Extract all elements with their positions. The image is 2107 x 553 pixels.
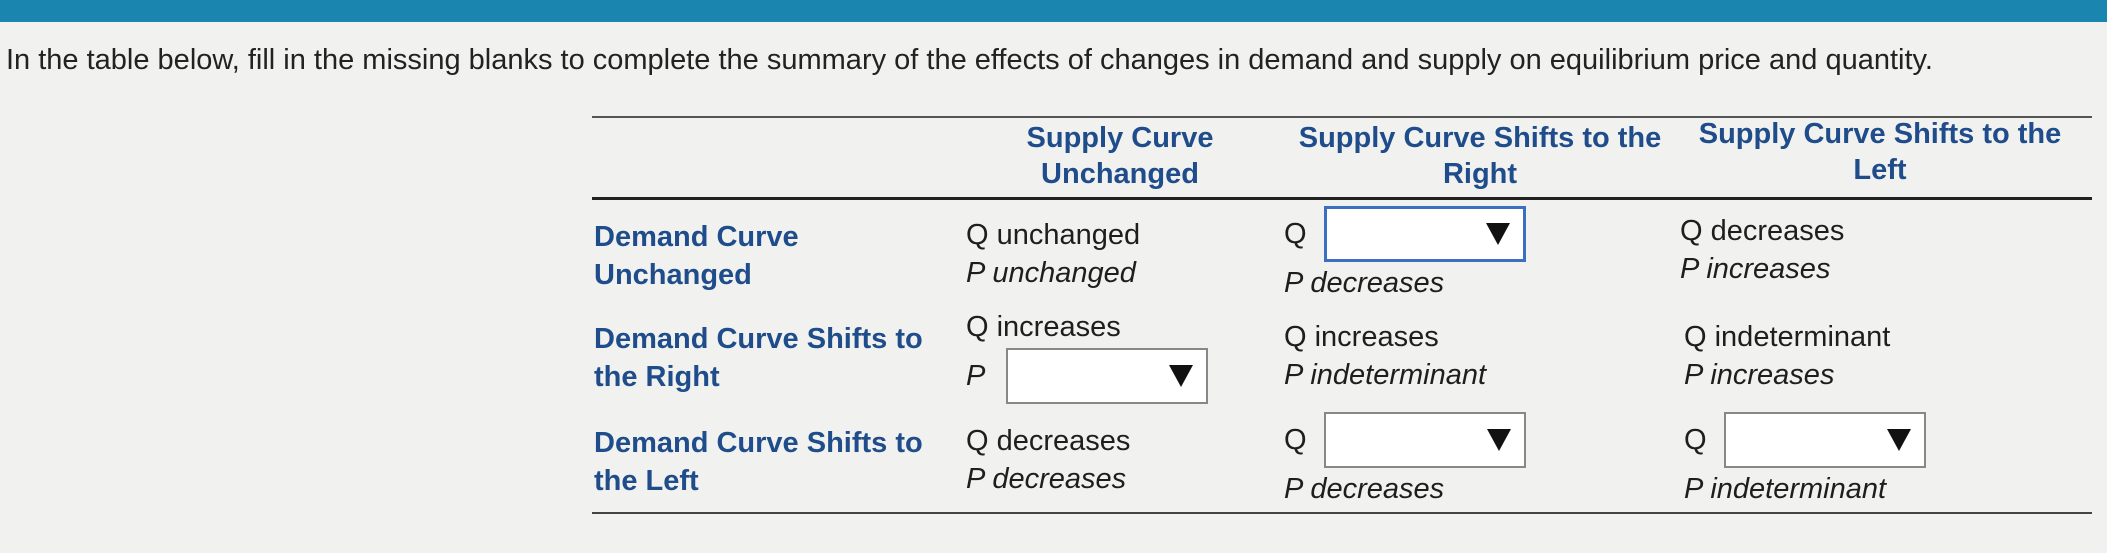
cell-dl-sr-price: P decreases [1284,470,1444,508]
price-label: P [966,359,986,392]
caret-down-icon [1884,425,1914,455]
row-header-line: Demand Curve [594,221,799,253]
row-header-line: Demand Curve Shifts to [594,323,923,355]
column-header-line: Right [1442,158,1518,190]
quantity-text: Q increases [966,311,1121,343]
row-header-line: Unchanged [594,259,752,291]
column-header-line: Left [1853,154,1907,186]
price-text: P decreases [1284,473,1445,505]
instruction-text: In the table below, fill in the missing … [6,44,1933,76]
caret-down-icon [1483,219,1513,249]
price-text: P indeterminant [1284,359,1487,391]
row-header-demand-left: Demand Curve Shifts to the Left [594,424,954,500]
row-header-line: the Left [594,465,699,497]
column-header-supply-left: Supply Curve Shifts to the Left [1680,116,2080,188]
caret-down-icon [1166,361,1196,391]
price-text: P decreases [966,463,1127,495]
cell-dl-su: Q decreases P decreases [966,422,1130,498]
cell-du-sr-quantity: Q [1284,206,1526,262]
quantity-text: Q increases [1284,321,1439,353]
quantity-text: Q decreases [966,425,1131,457]
table-header-rule [592,197,2092,200]
cell-du-su: Q unchanged P unchanged [966,216,1140,292]
table-bottom-rule [592,512,2092,514]
quantity-text: Q decreases [1680,215,1845,247]
quantity-dropdown-dl-sr[interactable] [1324,412,1526,468]
column-header-supply-unchanged: Supply Curve Unchanged [1000,120,1240,192]
cell-dl-sr-quantity: Q [1284,412,1526,468]
row-header-line: the Right [594,361,720,393]
column-header-line: Supply Curve Shifts to the [1298,122,1662,154]
caret-down-icon [1484,425,1514,455]
price-text: P increases [1680,253,1831,285]
cell-dr-sr: Q increases P indeterminant [1284,318,1486,394]
column-header-line: Supply Curve [1026,122,1214,154]
quantity-label: Q [1284,217,1307,250]
row-header-line: Demand Curve Shifts to [594,427,923,459]
price-text: P decreases [1284,267,1445,299]
cell-du-sr-price: P decreases [1284,264,1444,302]
column-header-line: Unchanged [1041,158,1199,190]
cell-du-sl: Q decreases P increases [1680,212,1844,288]
quantity-label: Q [1684,423,1707,456]
cell-dr-su-quantity: Q increases [966,308,1121,346]
table-top-rule [592,116,2092,118]
cell-dr-sl: Q indeterminant P increases [1684,318,1890,394]
quantity-dropdown-du-sr[interactable] [1324,206,1526,262]
column-header-supply-right: Supply Curve Shifts to the Right [1280,120,1680,192]
row-header-demand-unchanged: Demand Curve Unchanged [594,218,954,294]
quantity-dropdown-dl-sl[interactable] [1724,412,1926,468]
top-accent-bar [0,0,2107,22]
cell-dl-sl-price: P indeterminant [1684,470,1886,508]
price-text: P unchanged [966,257,1136,289]
quantity-text: Q indeterminant [1684,321,1891,353]
cell-dl-sl-quantity: Q [1684,412,1926,468]
row-header-demand-right: Demand Curve Shifts to the Right [594,320,954,396]
price-text: P increases [1684,359,1835,391]
price-dropdown-dr-su[interactable] [1006,348,1208,404]
cell-dr-su-price: P [966,348,1208,404]
column-header-line: Supply Curve Shifts to the [1698,118,2062,150]
price-text: P indeterminant [1684,473,1887,505]
quantity-text: Q unchanged [966,219,1141,251]
quantity-label: Q [1284,423,1307,456]
